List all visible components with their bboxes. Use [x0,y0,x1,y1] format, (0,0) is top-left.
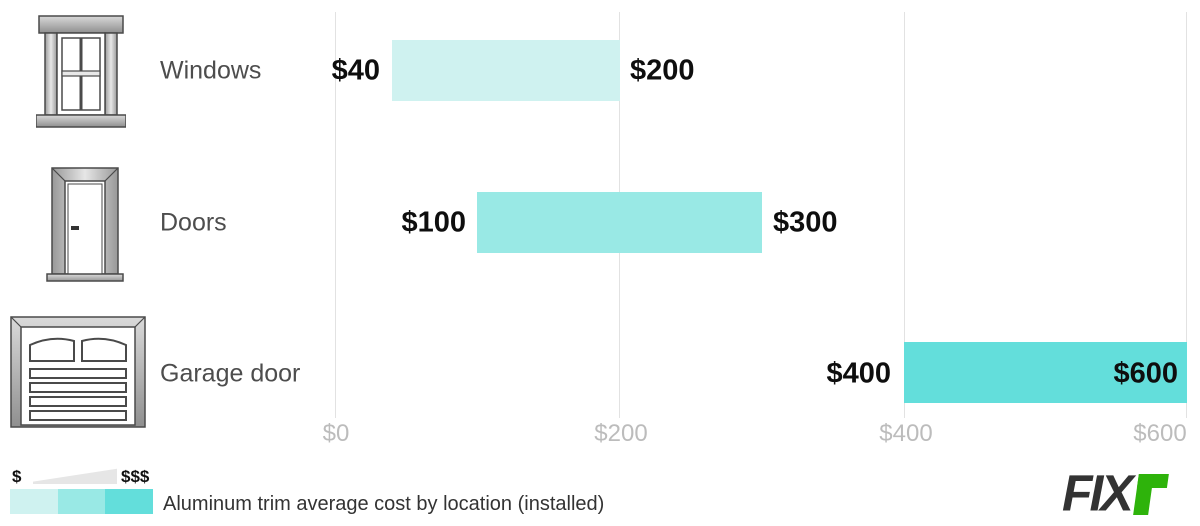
fixr-logo: FIX [1062,464,1169,522]
gridline-400 [904,12,905,418]
legend-swatch-low [10,489,58,514]
garage-door-icon [10,316,146,428]
chart-caption: Aluminum trim average cost by location (… [163,493,605,515]
gridline-600 [1186,12,1187,418]
category-label-windows: Windows [160,56,262,85]
min-value-doors: $100 [401,206,466,239]
x-tick-400: $400 [879,420,933,447]
range-bar-doors [477,192,762,253]
category-label-garage-door: Garage door [160,359,301,388]
fixr-logo-text: FIX [1062,464,1134,522]
range-bar-garage-door [904,342,1187,403]
legend-high-label: $$$ [121,467,150,486]
fixr-logo-r-icon [1132,474,1169,515]
max-value-garage-door: $600 [1113,357,1178,390]
range-bar-windows [392,40,620,101]
x-tick-0: $0 [322,420,350,447]
gridline-0 [335,12,336,418]
door-icon [46,167,124,282]
legend-low-label: $ [12,467,22,486]
category-label-doors: Doors [160,208,227,237]
x-tick-600: $600 [1133,420,1187,447]
max-value-windows: $200 [630,54,695,87]
legend-swatch-high [105,489,154,514]
legend-wedge [33,468,117,484]
min-value-windows: $40 [331,54,380,87]
min-value-garage-door: $400 [826,357,891,390]
x-tick-200: $200 [594,420,648,447]
legend-swatches [10,489,154,514]
max-value-doors: $300 [773,206,838,239]
window-icon [36,15,126,128]
legend-swatch-medium [57,489,106,514]
